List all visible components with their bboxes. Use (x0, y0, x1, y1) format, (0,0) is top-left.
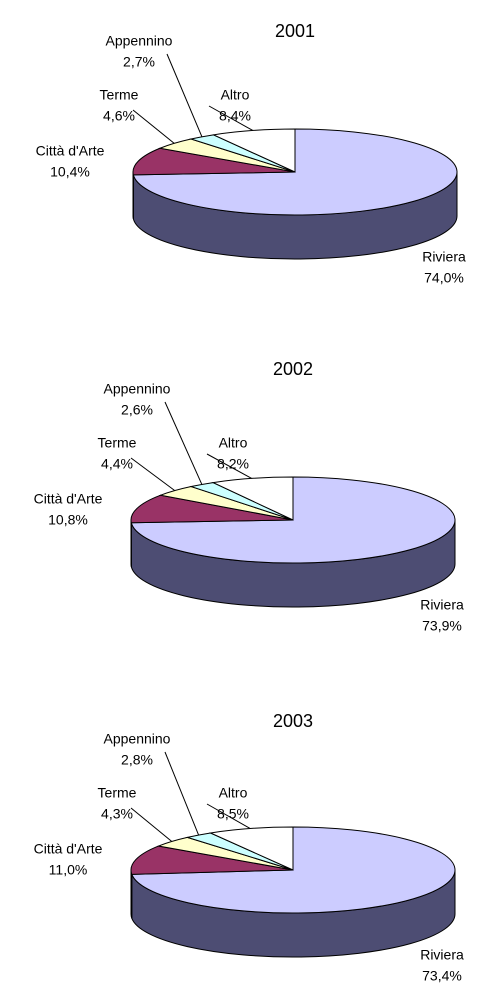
chart-title: 2001 (275, 21, 315, 41)
slice-label: 10,8% (48, 512, 88, 528)
slice-name: Città d'Arte (36, 143, 105, 159)
leader-line (208, 105, 254, 131)
slice-label: 2,6% (121, 402, 153, 418)
leader-line (130, 457, 176, 491)
slice-name: Appennino (104, 731, 171, 747)
slice-name: Riviera (422, 249, 466, 265)
slice-name: Altro (221, 87, 250, 103)
slice-name: Terme (98, 785, 137, 801)
slice-label: 4,3% (101, 806, 133, 822)
slice-name: Città d'Arte (34, 491, 103, 507)
slice-name: Appennino (104, 381, 171, 397)
leader-line (164, 401, 203, 485)
chart-title: 2003 (273, 711, 313, 731)
slice-name: Riviera (420, 947, 464, 963)
slice-name: Terme (98, 435, 137, 451)
slice-label: 2,8% (121, 752, 153, 768)
slice-name: Riviera (420, 597, 464, 613)
pie-slice (211, 128, 296, 173)
slice-name: Altro (219, 435, 248, 451)
slice-label: 11,0% (49, 862, 88, 878)
pie-slice (132, 147, 296, 176)
slice-label: 74,0% (424, 270, 464, 286)
slice-label: 10,4% (50, 164, 90, 180)
slice-label: 73,9% (422, 618, 462, 634)
pie-side (130, 869, 133, 919)
slice-label: 2,7% (123, 54, 155, 70)
pie-slice (208, 826, 294, 871)
leader-line (130, 807, 173, 842)
leader-line (206, 453, 252, 479)
leader-line (206, 803, 251, 829)
slice-label: 4,6% (103, 108, 135, 124)
slice-label: 73,4% (422, 968, 462, 984)
pie-slice (130, 494, 294, 524)
slice-label: 8,4% (219, 108, 251, 124)
slice-label: 8,2% (217, 456, 249, 472)
slice-name: Altro (219, 785, 248, 801)
leader-line (164, 751, 200, 836)
pie-slice (130, 845, 294, 875)
slice-label: 4,4% (101, 456, 133, 472)
slice-name: Appennino (106, 33, 173, 49)
slice-label: 8,5% (217, 806, 249, 822)
slice-name: Città d'Arte (34, 841, 103, 857)
leader-line (166, 53, 203, 137)
leader-line (132, 109, 175, 144)
slice-name: Terme (100, 87, 139, 103)
chart-title: 2002 (273, 359, 313, 379)
